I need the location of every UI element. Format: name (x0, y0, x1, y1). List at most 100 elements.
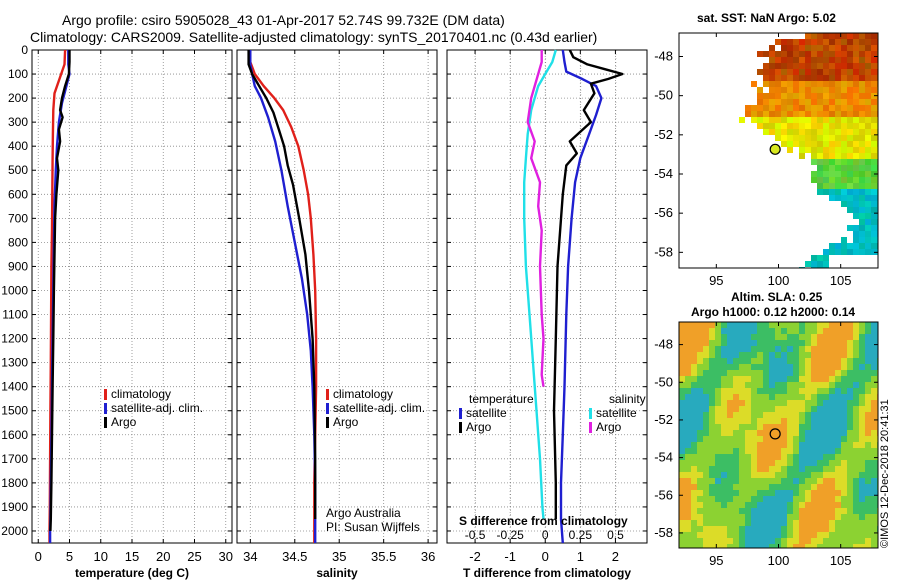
map-cell (841, 69, 847, 75)
map-cell (739, 370, 745, 376)
map-cell (751, 460, 757, 466)
map-cell (835, 159, 841, 165)
map-cell (745, 478, 751, 484)
map-cell (757, 99, 763, 105)
map-cell (739, 478, 745, 484)
map-cell (871, 526, 877, 532)
map-cell (841, 418, 847, 424)
map-cell (829, 322, 835, 328)
legend-label: satellite (596, 406, 637, 420)
map-cell (817, 153, 823, 159)
map-cell (751, 466, 757, 472)
map-cell (745, 382, 751, 388)
map-cell (811, 135, 817, 141)
map-cell (859, 508, 865, 514)
map-cell (811, 526, 817, 532)
map-cell (853, 69, 859, 75)
map-cell (775, 460, 781, 466)
map-cell (721, 490, 727, 496)
map-cell (703, 502, 709, 508)
map-cell (859, 69, 865, 75)
map-cell (835, 147, 841, 153)
map-cell (721, 322, 727, 328)
map-cell (793, 490, 799, 496)
map-cell (811, 255, 817, 261)
map-cell (691, 544, 697, 548)
map-cell (763, 460, 769, 466)
map-cell (835, 153, 841, 159)
map-cell (769, 442, 775, 448)
map-cell (871, 147, 877, 153)
map-cell (697, 478, 703, 484)
map-cell (835, 117, 841, 123)
map-cell (763, 532, 769, 538)
map-cell (799, 412, 805, 418)
map-cell (679, 334, 685, 340)
map-cell (829, 478, 835, 484)
map-cell (847, 81, 853, 87)
map-cell (853, 484, 859, 490)
map-cell (721, 436, 727, 442)
map-cell (745, 346, 751, 352)
map-cell (805, 454, 811, 460)
map-cell (679, 424, 685, 430)
map-cell (763, 370, 769, 376)
y-tick-label: 1300 (1, 356, 28, 370)
sla-map-panel: 95 100 105-48-50-52-54-56-58 (654, 321, 879, 568)
map-cell (715, 370, 721, 376)
legend-swatch (459, 408, 462, 419)
map-cell (841, 111, 847, 117)
map-cell (841, 63, 847, 69)
map-cell (871, 514, 877, 520)
map-cell (835, 123, 841, 129)
map-cell (853, 502, 859, 508)
map-cell (703, 484, 709, 490)
map-cell (679, 418, 685, 424)
map-cell (871, 394, 877, 400)
map-cell (835, 129, 841, 135)
map-cell (853, 322, 859, 328)
map-cell (679, 412, 685, 418)
map-cell (715, 394, 721, 400)
map-cell (871, 442, 877, 448)
map-cell (853, 207, 859, 213)
map-cell (859, 177, 865, 183)
map-cell (691, 538, 697, 544)
map-cell (829, 514, 835, 520)
map-cell (853, 436, 859, 442)
map-cell (727, 520, 733, 526)
map-cell (757, 520, 763, 526)
map-cell (835, 532, 841, 538)
map-cell (781, 484, 787, 490)
map-cell (859, 430, 865, 436)
map-cell (817, 51, 823, 57)
map-cell (775, 436, 781, 442)
map-cell (751, 424, 757, 430)
map-cell (847, 141, 853, 147)
map-cell (781, 526, 787, 532)
map-cell (871, 165, 877, 171)
map-cell (757, 418, 763, 424)
map-cell (775, 418, 781, 424)
map-cell (817, 484, 823, 490)
map-cell (853, 231, 859, 237)
map-cell (769, 484, 775, 490)
map-cell (775, 472, 781, 478)
map-cell (871, 532, 877, 538)
map-cell (739, 376, 745, 382)
map-cell (793, 129, 799, 135)
map-y-tick-label: -48 (654, 49, 673, 64)
map-cell (745, 454, 751, 460)
map-cell (757, 352, 763, 358)
map-cell (871, 322, 877, 328)
map-cell (853, 532, 859, 538)
map-cell (835, 394, 841, 400)
map-cell (847, 460, 853, 466)
map-cell (823, 63, 829, 69)
map-cell (709, 448, 715, 454)
legend-title-salinity: salinity (609, 392, 646, 406)
map-cell (847, 484, 853, 490)
y-tick-label: 1900 (1, 500, 28, 514)
map-cell (859, 472, 865, 478)
map-cell (787, 376, 793, 382)
